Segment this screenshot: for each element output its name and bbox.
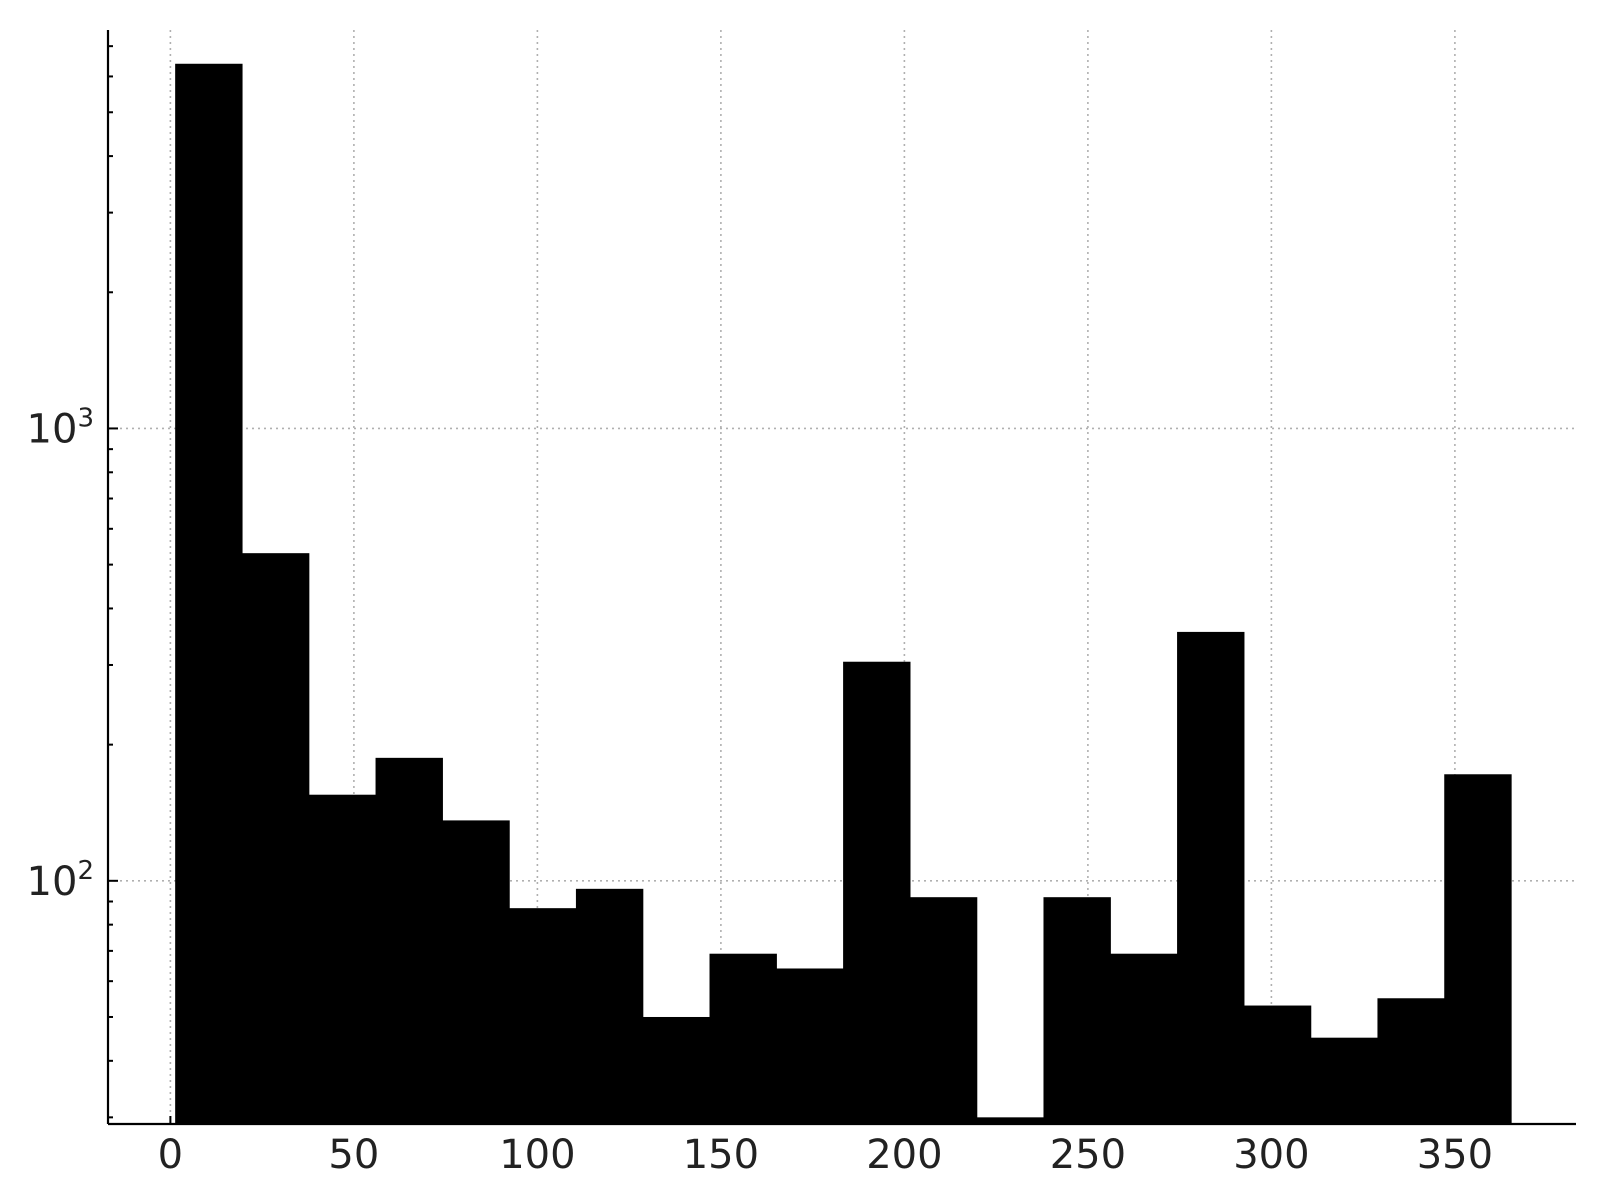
histogram-bar <box>909 897 978 1124</box>
histogram-bar <box>241 553 310 1124</box>
x-tick-label: 250 <box>1050 1132 1126 1178</box>
histogram-bar <box>1243 1005 1312 1124</box>
tick-labels: 0 50 100 150 200 250 300 350 102 103 <box>27 403 1494 1178</box>
x-tick-label: 200 <box>866 1132 942 1178</box>
x-tick-label: 100 <box>499 1132 575 1178</box>
x-tick-label: 300 <box>1233 1132 1309 1178</box>
histogram-bar <box>375 757 443 1124</box>
histogram-bar <box>776 968 844 1124</box>
histogram-bar <box>642 1016 711 1124</box>
x-tick-label: 350 <box>1417 1132 1493 1178</box>
x-tick-label: 0 <box>158 1132 183 1178</box>
histogram-bars <box>175 63 1512 1124</box>
histogram-bar <box>575 888 644 1124</box>
grid-lines <box>108 30 1576 1124</box>
histogram-bar <box>1377 998 1445 1124</box>
histogram-bar <box>1110 953 1178 1124</box>
histogram-bar <box>709 953 777 1124</box>
x-tick-label: 150 <box>683 1132 759 1178</box>
y-tick-label: 103 <box>27 403 94 452</box>
histogram-bar <box>843 661 911 1124</box>
histogram-bar <box>976 1117 1045 1124</box>
y-tick-label: 102 <box>27 856 94 905</box>
histogram-bar <box>1444 774 1512 1124</box>
histogram-bar <box>442 820 510 1124</box>
histogram-bar <box>175 63 243 1124</box>
x-tick-label: 50 <box>328 1132 379 1178</box>
histogram-bar <box>308 794 377 1124</box>
histogram-bar <box>1310 1037 1379 1124</box>
ticks <box>108 45 1456 1124</box>
histogram-bar <box>1177 631 1245 1124</box>
histogram-bar <box>509 908 577 1124</box>
histogram-bar <box>1043 897 1111 1124</box>
